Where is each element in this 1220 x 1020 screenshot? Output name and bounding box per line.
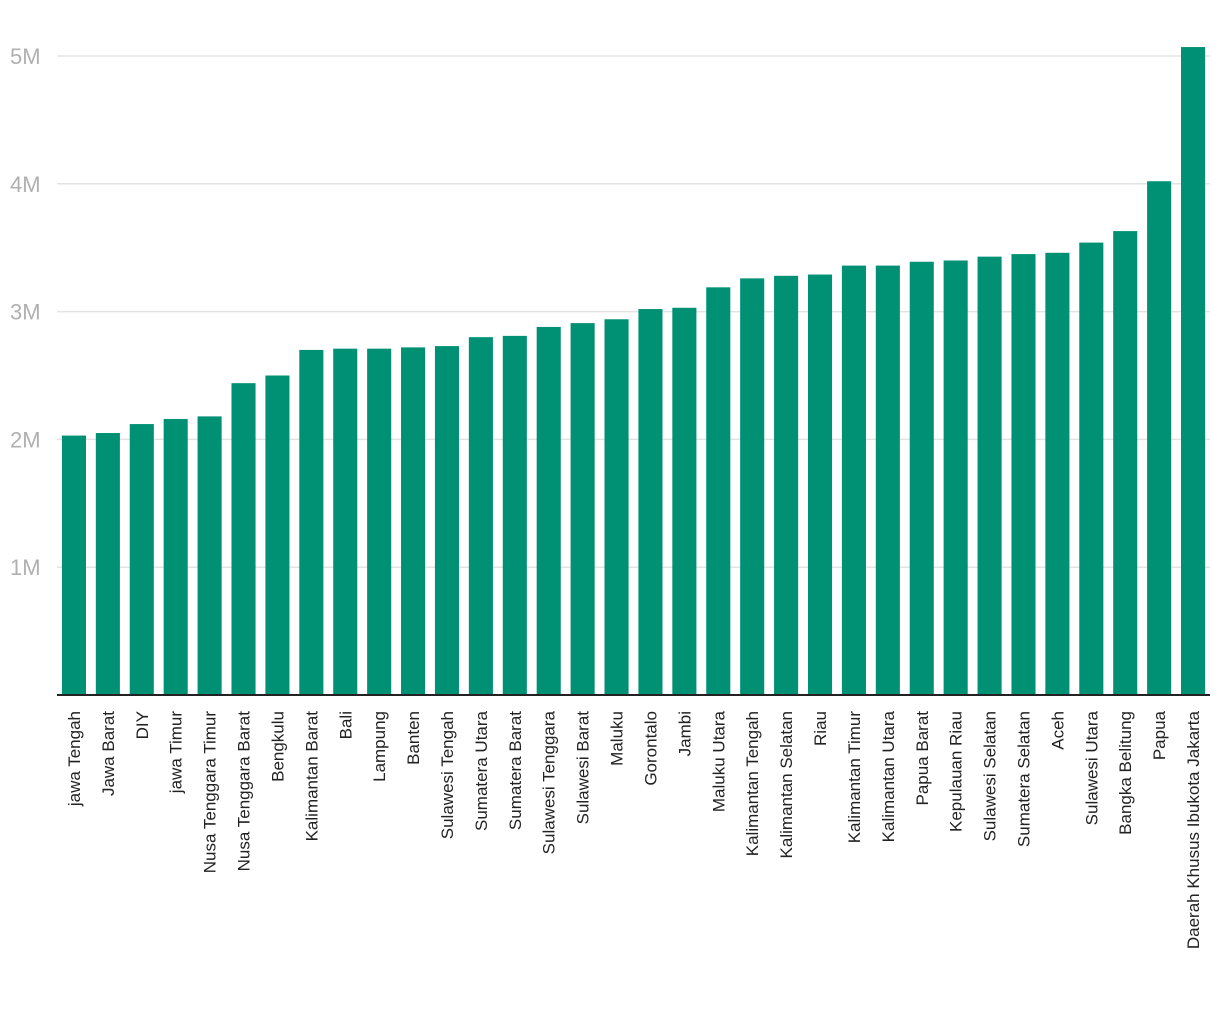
bar — [299, 349, 324, 695]
bar — [740, 278, 765, 695]
x-tick-label: Sumatera Barat — [506, 711, 525, 830]
x-tick-label: Kalimantan Barat — [302, 711, 321, 842]
x-tick-label: Bangka Belitung — [1116, 711, 1135, 835]
x-tick-label: jawa Tengah — [65, 711, 84, 807]
bar — [774, 275, 799, 695]
bar — [1181, 47, 1206, 695]
x-tick-label: Gorontalo — [641, 711, 660, 786]
bar — [672, 307, 697, 695]
x-tick-label: Bengkulu — [268, 711, 287, 782]
x-tick-label: Riau — [811, 711, 830, 746]
x-tick-label: Sumatera Selatan — [1014, 711, 1033, 847]
bar — [1079, 242, 1104, 695]
bar — [231, 383, 256, 695]
bar — [977, 256, 1002, 695]
x-tick-label: Maluku Utara — [709, 710, 728, 812]
x-tick-label: Nusa Tenggara Timur — [201, 711, 220, 874]
y-axis-ticks: 1M 2M 3M 4M 5M — [10, 44, 41, 580]
x-tick-label: jawa Timur — [167, 711, 186, 795]
bar — [163, 418, 188, 695]
x-tick-label: Kalimantan Tengah — [743, 711, 762, 856]
bar — [909, 261, 934, 695]
bar — [468, 337, 493, 695]
bar — [1011, 254, 1036, 695]
y-tick-label: 1M — [10, 555, 41, 580]
y-tick-label: 5M — [10, 44, 41, 69]
x-tick-label: Kalimantan Selatan — [777, 711, 796, 858]
x-tick-label: Jawa Barat — [99, 711, 118, 796]
x-tick-label: Kalimantan Timur — [845, 711, 864, 844]
bar — [502, 335, 527, 695]
x-tick-label: Sulawesi Tenggara — [540, 710, 559, 854]
x-tick-label: Banten — [404, 711, 423, 765]
bar — [807, 274, 833, 695]
x-axis-labels: jawa Tengah Jawa Barat DIY jawa Timur Nusa T… — [65, 710, 1203, 949]
x-tick-label: Sumatera Utara — [472, 710, 491, 831]
bar — [706, 287, 731, 695]
x-tick-label: Nusa Tenggara Barat — [235, 711, 254, 872]
x-tick-label: Aceh — [1048, 711, 1067, 750]
x-tick-label: Bali — [336, 711, 355, 739]
x-tick-label: Sulawesi Selatan — [981, 711, 1000, 841]
x-tick-label: Papua Barat — [913, 711, 932, 806]
x-tick-label: Jambi — [675, 711, 694, 756]
bar — [875, 265, 900, 695]
x-tick-label: Kalimantan Utara — [879, 710, 898, 842]
y-tick-label: 2M — [10, 427, 41, 452]
y-tick-label: 4M — [10, 172, 41, 197]
bar — [570, 323, 595, 695]
x-tick-label: Sulawesi Tengah — [438, 711, 457, 839]
bar — [129, 424, 154, 695]
bar — [536, 326, 561, 695]
x-tick-label: Daerah Khusus Ibukota Jakarta — [1184, 710, 1203, 949]
x-tick-label: Sulawesi Utara — [1082, 710, 1101, 825]
bar — [434, 346, 460, 695]
bar — [95, 433, 120, 695]
bar — [604, 319, 629, 695]
bar — [367, 348, 392, 695]
x-tick-label: Sulawesi Barat — [574, 711, 593, 825]
x-tick-label: Kepulauan Riau — [947, 711, 966, 832]
bar — [61, 435, 86, 695]
bar — [943, 260, 968, 695]
bar — [197, 416, 222, 695]
bar — [333, 348, 358, 695]
bar — [401, 347, 426, 695]
bar — [841, 265, 866, 695]
gridlines — [57, 55, 1210, 568]
bar — [1147, 181, 1172, 695]
bar — [1113, 231, 1138, 695]
x-tick-label: Papua — [1150, 710, 1169, 760]
x-tick-label: Lampung — [370, 711, 389, 782]
x-tick-label: DIY — [133, 711, 152, 739]
bar — [265, 375, 290, 695]
bar — [1045, 252, 1070, 695]
bars — [61, 47, 1206, 695]
x-tick-label: Maluku — [608, 711, 627, 766]
y-tick-label: 3M — [10, 300, 41, 325]
bar — [638, 309, 663, 695]
